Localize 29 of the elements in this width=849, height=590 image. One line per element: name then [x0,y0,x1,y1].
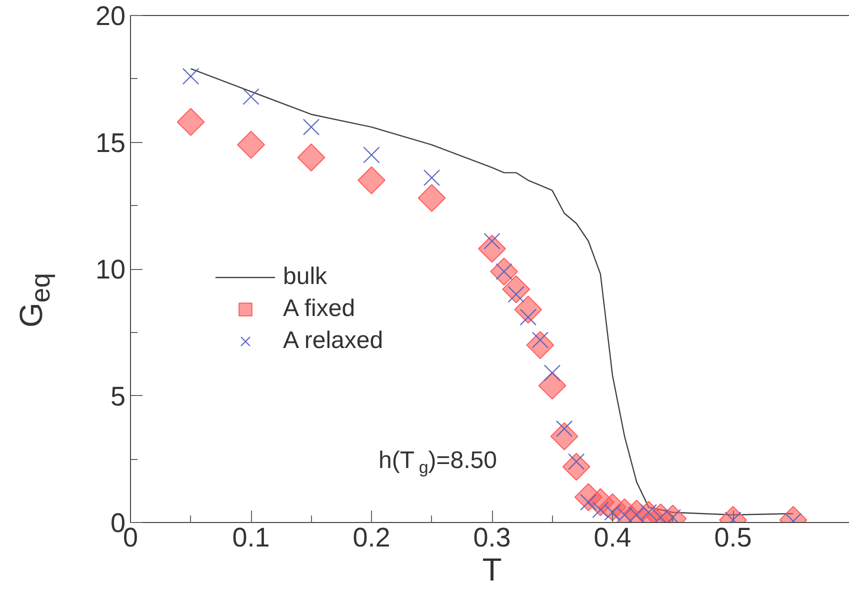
point [242,88,260,105]
point [538,372,566,400]
y-tick-label: 15 [95,128,126,158]
point [550,422,578,450]
point [514,296,542,324]
x-tick-label: 0.1 [232,522,270,552]
point [418,184,446,212]
point [562,452,590,481]
x-tick-label: 0.4 [594,522,632,552]
x-tick-label: 0.2 [352,522,390,552]
legend-label: bulk [283,263,328,291]
y-tick-label: 5 [110,381,126,412]
point [423,169,440,186]
y-tick-label: 20 [95,1,126,31]
x-tick-label: 0.5 [714,522,752,552]
legend-label: A relaxed [283,327,384,355]
point [176,108,205,136]
x-axis-title: T [482,552,502,588]
point [182,68,200,85]
point [302,118,320,136]
point [358,166,386,194]
point [363,146,380,164]
point [297,144,326,172]
x-tick-label: 0.3 [473,522,511,552]
point [237,130,265,159]
point [478,234,506,263]
legend-label: A fixed [283,295,356,323]
point [544,364,561,382]
y-tick-label: 10 [95,254,126,284]
